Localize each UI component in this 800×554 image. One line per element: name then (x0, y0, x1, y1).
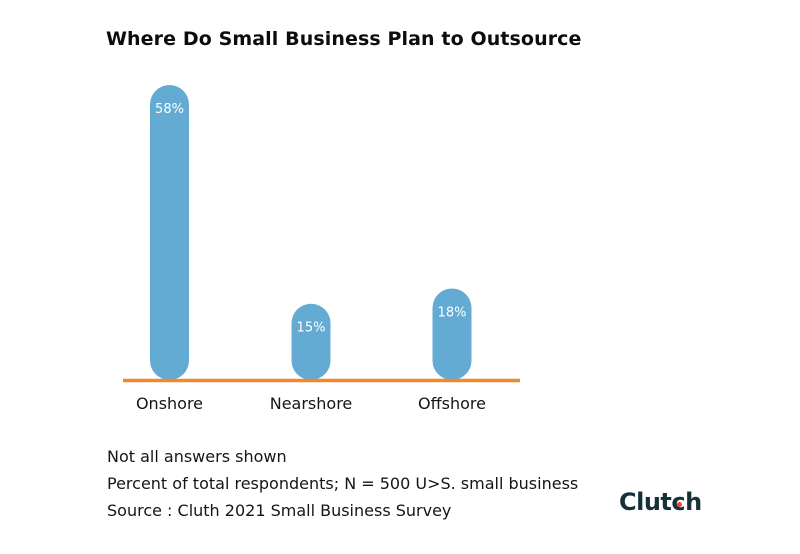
bar-onshore (150, 85, 189, 380)
logo-text-end: h (685, 488, 702, 516)
chart-notes: Not all answers shown Percent of total r… (107, 443, 578, 524)
logo-dot-letter: c (671, 488, 685, 516)
logo-red-dot (677, 502, 683, 507)
data-label-offshore: 18% (438, 305, 467, 320)
x-tick-label-offshore: Offshore (418, 394, 486, 413)
note-not-all-answers: Not all answers shown (107, 447, 287, 466)
x-tick-label-nearshore: Nearshore (270, 394, 353, 413)
note-source: Source : Cluth 2021 Small Business Surve… (107, 501, 452, 520)
logo-text-start: Clut (619, 488, 672, 516)
data-label-onshore: 58% (155, 102, 184, 117)
note-respondents: Percent of total respondents; N = 500 U>… (107, 474, 579, 493)
data-label-nearshore: 15% (297, 321, 326, 336)
bar-nearshore (291, 303, 331, 380)
chart-title: Where Do Small Business Plan to Outsourc… (106, 28, 582, 50)
clutch-logo: Clutch (619, 488, 702, 516)
x-tick-label-onshore: Onshore (136, 394, 203, 413)
bar-offshore (432, 288, 472, 380)
